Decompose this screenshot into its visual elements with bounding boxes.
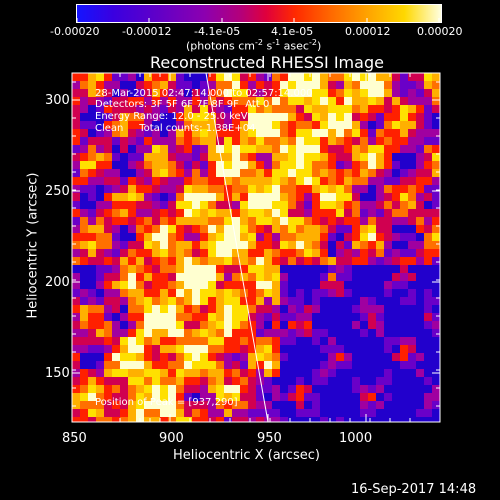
y-tick-label: 150 — [45, 366, 70, 381]
info-line-time: 28-Mar-2015 02:47:14.000 to 02:57:14.000 — [95, 88, 313, 99]
image-pixels — [72, 73, 440, 422]
colorbar-tick-label: 4.1e-05 — [271, 25, 314, 38]
x-axis-label: Heliocentric X (arcsec) — [173, 448, 320, 463]
x-tick-label: 950 — [257, 431, 282, 446]
x-tick-label: 850 — [62, 431, 87, 446]
peak-position-text: Position of Peak = [937,290] — [95, 397, 238, 408]
plot-title: Reconstructed RHESSI Image — [150, 53, 384, 72]
colorbar-units: (photons cm-2 s-1 asec-2) — [186, 38, 322, 53]
y-tick-label: 300 — [45, 93, 70, 108]
solar-limb-line — [205, 72, 269, 423]
colorbar-tick-label: -4.1e-05 — [194, 25, 241, 38]
y-axis-label: Heliocentric Y (arcsec) — [25, 172, 41, 319]
x-tick-label: 1000 — [339, 431, 373, 446]
colorbar-tick-label: -0.00020 — [50, 25, 100, 38]
info-line-energy: Energy Range: 12.0 - 25.0 keV — [95, 111, 248, 122]
colorbar-tick-label: -0.00012 — [122, 25, 172, 38]
colorbar-tick-label: 0.00012 — [345, 25, 391, 38]
axis-ticks — [71, 73, 440, 422]
colorbar-tick-label: 0.00020 — [417, 25, 463, 38]
timestamp-footer: 16-Sep-2017 14:48 — [351, 482, 477, 497]
y-tick-label: 250 — [45, 184, 70, 199]
x-tick-label: 900 — [159, 431, 184, 446]
plot-frame — [71, 72, 441, 423]
y-tick-label: 200 — [45, 275, 70, 290]
info-line-counts: Clean Total counts: 1.38E+04 — [95, 123, 256, 134]
colorbar — [76, 4, 442, 23]
info-line-detectors: Detectors: 3F 5F 6F 7F 8F 9F Att 0 — [95, 99, 270, 110]
